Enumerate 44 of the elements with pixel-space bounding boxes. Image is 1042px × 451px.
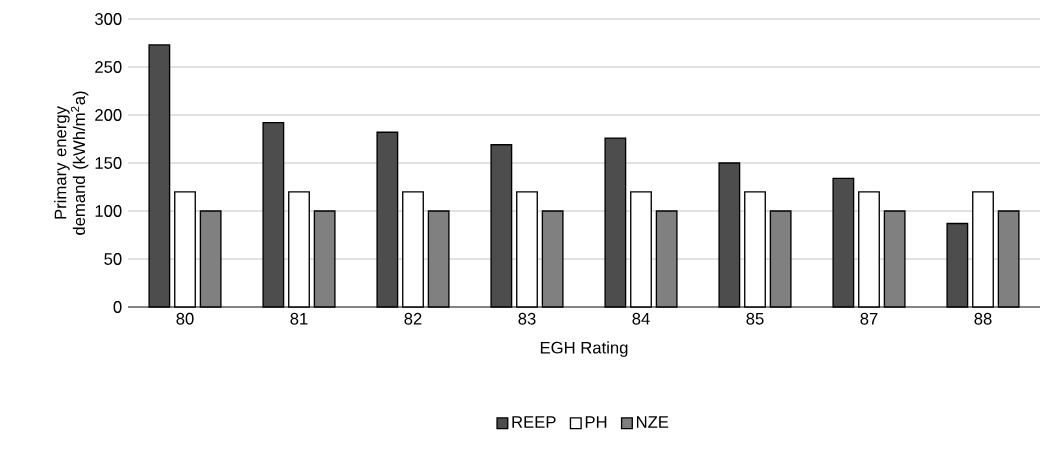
bar	[376, 131, 399, 308]
y-tick-label: 300	[95, 13, 122, 25]
bar	[174, 191, 196, 308]
x-tick-label: 88	[974, 312, 992, 325]
y-tick-label: 100	[95, 205, 122, 217]
x-tick-label: 82	[404, 312, 422, 325]
x-axis-title: EGH Rating	[540, 341, 628, 357]
bar	[262, 122, 285, 308]
bar	[946, 222, 969, 308]
bar	[997, 210, 1020, 308]
bar	[148, 44, 171, 308]
legend-label: PH	[585, 416, 607, 428]
x-tick-label: 87	[860, 312, 878, 325]
bar	[288, 191, 310, 308]
legend-label: REEP	[512, 416, 556, 428]
y-axis-title: Primary energy demand (kWh/m$^{2}$a)	[54, 91, 89, 235]
bar	[604, 137, 627, 308]
bar	[769, 210, 792, 308]
bar	[718, 162, 741, 308]
x-tick-label: 85	[746, 312, 764, 325]
bar	[655, 210, 678, 308]
bar	[744, 191, 766, 308]
x-tick-label: 83	[518, 312, 536, 325]
bar	[541, 210, 564, 308]
bar	[402, 191, 424, 308]
y-tick-label: 200	[95, 109, 122, 121]
x-tick-label: 81	[290, 312, 308, 325]
bar	[858, 191, 880, 308]
y-tick-label: 150	[95, 157, 122, 169]
bar	[516, 191, 538, 308]
y-tick-label: 50	[104, 253, 122, 265]
bar	[199, 210, 222, 308]
y-tick-label: 0	[113, 301, 122, 313]
legend-label: NZE	[636, 416, 669, 428]
bar	[427, 210, 450, 308]
x-tick-label: 80	[176, 312, 194, 325]
bar	[832, 177, 855, 308]
bar	[630, 191, 652, 308]
y-tick-label: 250	[95, 61, 122, 73]
x-tick-label: 84	[632, 312, 650, 325]
bar	[972, 191, 994, 308]
bar	[883, 210, 906, 308]
bar	[313, 210, 336, 308]
bar	[490, 144, 513, 308]
